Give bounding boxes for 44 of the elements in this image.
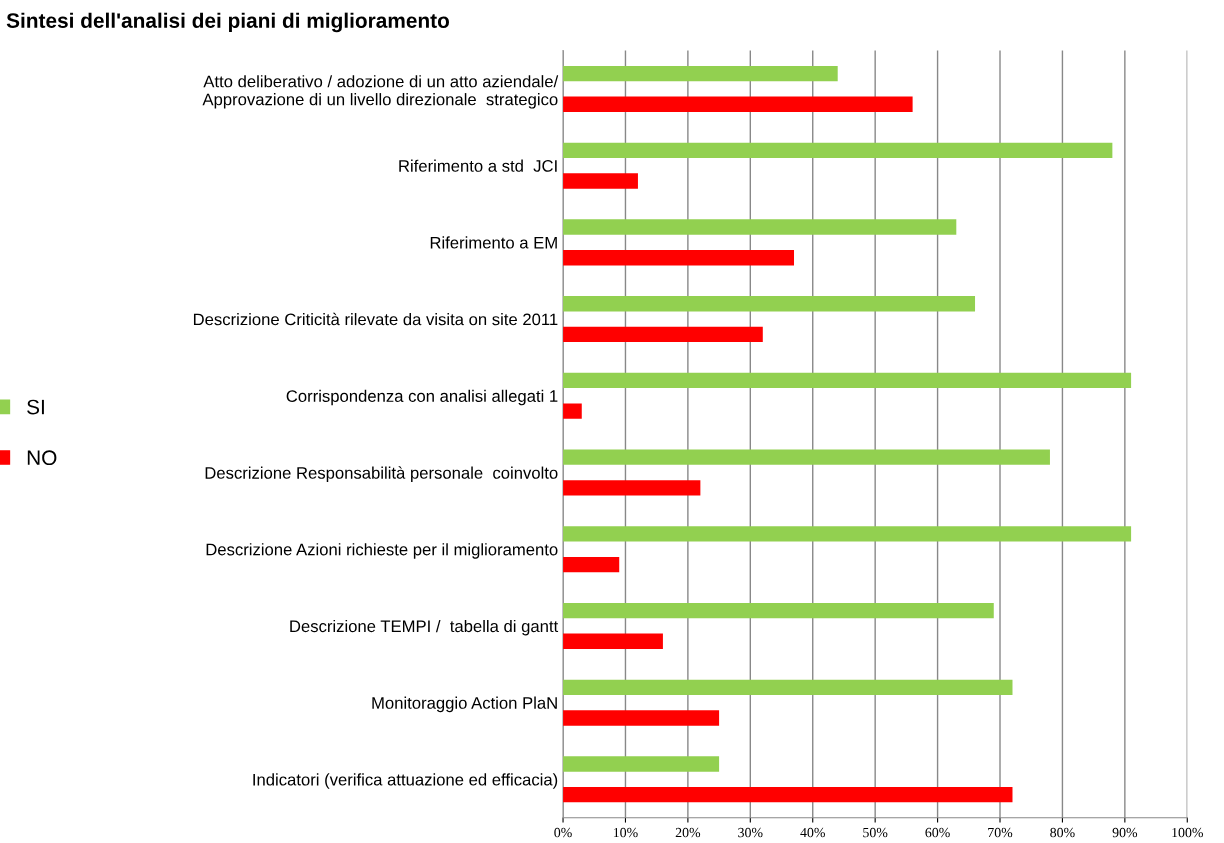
x-tick-label: 20%	[675, 827, 701, 838]
y-tick-label: Riferimento a std JCI	[399, 159, 557, 172]
y-tick-label: Atto deliberativo / adozione di un atto aziendale/ Approvazione di un livello direzionale strategico	[202, 75, 559, 109]
bar	[563, 96, 913, 112]
bar	[563, 372, 1132, 389]
x-tick-label: 10%	[613, 827, 638, 838]
bar	[563, 142, 1113, 158]
y-tick-label: Descrizione Criticità rilevate da visita on site 2011	[193, 312, 558, 326]
x-tick-label: 100%	[1172, 827, 1204, 838]
bar	[563, 710, 720, 726]
x-tick-label: 60%	[925, 827, 950, 838]
x-tick-label: 50%	[863, 827, 888, 838]
x-tick-label: 0%	[554, 827, 572, 838]
bar	[563, 602, 994, 619]
x-tick-label: 70%	[988, 827, 1013, 838]
bar	[563, 250, 795, 266]
legend-label: SI	[27, 399, 44, 415]
y-tick-label: Corrispondenza con analisi allegati 1	[286, 389, 558, 406]
text: Sintesi dell'analisi dei piani di miglioramento	[6, 12, 450, 33]
legend-label: NO	[27, 450, 57, 466]
bar	[563, 173, 638, 189]
x-tick-label: 90%	[1112, 827, 1138, 838]
bar	[563, 787, 1013, 803]
bar	[563, 326, 763, 343]
y-tick-label: Riferimento a EM	[430, 236, 557, 249]
bar	[563, 756, 720, 772]
bar	[563, 403, 582, 419]
bar	[563, 556, 620, 573]
bar	[563, 296, 976, 312]
bar	[563, 449, 1050, 465]
y-tick-label: Monitoraggio Action PlaN	[372, 696, 557, 713]
bar	[563, 480, 701, 496]
bar	[563, 679, 1013, 695]
y-tick-label: Descrizione Responsabilità personale coinvolto	[205, 466, 558, 483]
bar	[563, 219, 957, 235]
x-tick-label: 80%	[1050, 827, 1075, 838]
y-tick-label: Descrizione TEMPI / tabella di gantt	[290, 619, 559, 636]
bar	[563, 65, 838, 82]
bar	[563, 526, 1132, 542]
x-tick-label: 40%	[800, 827, 825, 838]
bar	[563, 633, 663, 649]
y-tick-label: Descrizione Azioni richieste per il miglioramento	[206, 543, 558, 559]
x-tick-label: 30%	[738, 827, 763, 838]
y-tick-label: Indicatori (verifica attuazione ed efficacia)	[253, 773, 558, 789]
